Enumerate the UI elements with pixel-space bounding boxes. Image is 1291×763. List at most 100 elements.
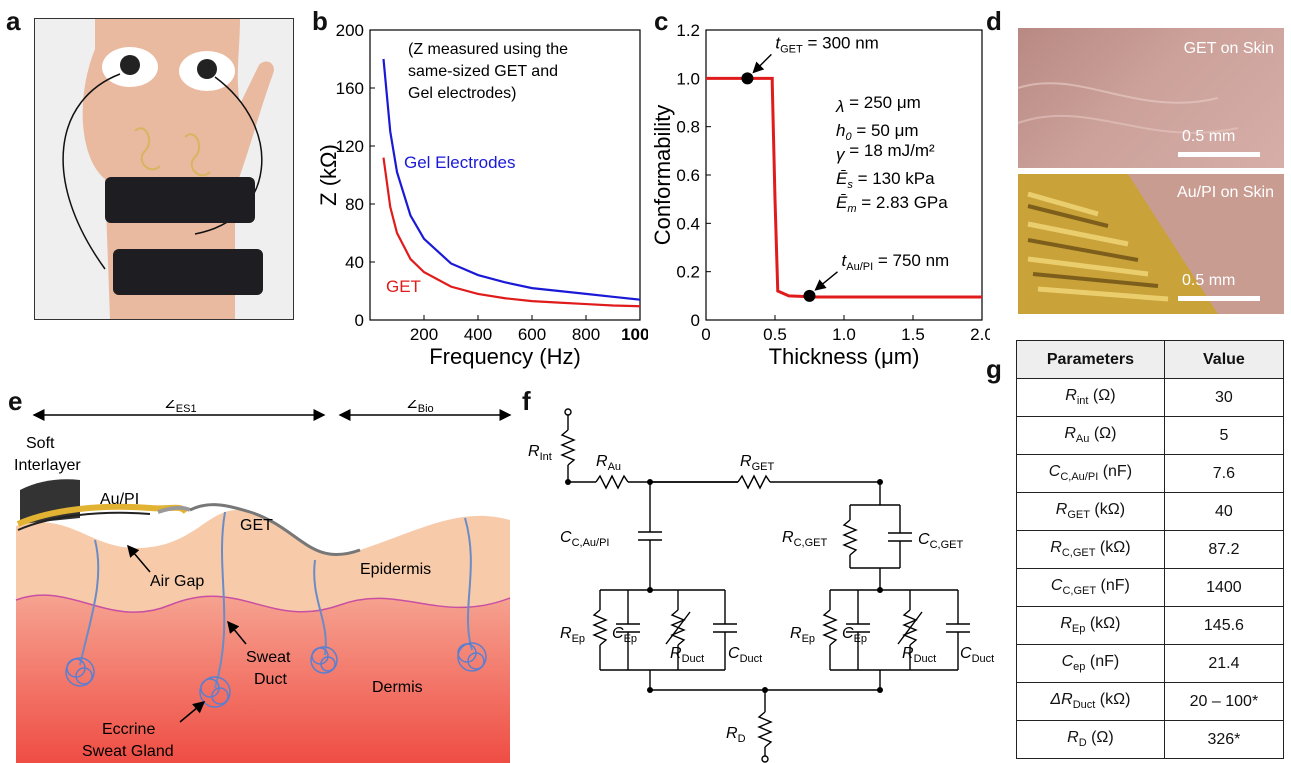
eccrine-label: Eccrine [102,721,155,738]
y-tick-label: 200 [336,21,364,40]
y-axis-label: Z (kΩ) [318,144,341,206]
y-tick-label: 0.4 [676,214,700,233]
c-ep-label-right: CEp [842,625,867,645]
value-cell: 20 – 100* [1163,682,1285,721]
parameter-cell: RGET (kΩ) [1016,492,1165,531]
soft-label: Soft [26,435,55,452]
y-tick-label: 0 [355,311,364,330]
x-tick-label: 400 [464,325,492,344]
conformability-line [706,76,982,299]
get-label: GET [240,517,273,534]
parameter-cell: Rint (Ω) [1016,378,1165,417]
parameter-cell: CC,Au/PI (nF) [1016,454,1165,493]
y-tick-label: 80 [345,195,364,214]
value-cell: 326* [1163,720,1285,759]
r-duct-label-left: RDuct [670,645,704,665]
value-cell: 7.6 [1163,454,1285,493]
model-parameter: λ = 250 μm [835,93,921,116]
y-tick-label: 40 [345,253,364,272]
panel-label-d: d [986,6,1002,36]
series-line [382,157,641,308]
x-tick-label: 600 [518,325,546,344]
panel-label-b: b [312,6,328,36]
table-row: RD (Ω) 326* [1016,720,1285,759]
table-row: RC,GET (kΩ) 87.2 [1016,530,1285,569]
model-parameter: h0 = 50 μm [836,121,919,143]
model-parameter: Ēs = 130 kPa [836,169,935,191]
parameter-cell: RC,GET (kΩ) [1016,530,1165,569]
r-get-label: RGET [740,453,774,473]
x-tick-label: 200 [410,325,438,344]
x-tick-label: 0 [701,325,710,344]
parameter-cell: REp (kΩ) [1016,606,1165,645]
x-tick-label: 1000 [621,325,648,344]
table-row: Cep (nF) 21.4 [1016,644,1285,683]
aupi-on-skin-photo: Au/PI on Skin 0.5 mm [1018,174,1284,314]
annotation-line: Gel electrodes) [408,85,517,102]
epidermis-label: Epidermis [360,561,431,578]
scale-bar-label-top: 0.5 mm [1182,128,1236,145]
sweat-label: Sweat [246,649,291,666]
z-bio-label: ZBio [407,400,434,415]
interlayer-label: Interlayer [14,457,81,474]
table-header-parameters: Parameters [1016,340,1165,379]
panel-label-c: c [654,6,669,36]
point-label: tGET = 300 nm [775,33,878,55]
z-es1-label: ZES1 [165,400,197,415]
table-row: ΔRDuct (kΩ) 20 – 100* [1016,682,1285,721]
y-tick-label: 160 [336,79,364,98]
table-row: CC,Au/PI (nF) 7.6 [1016,454,1285,493]
air-gap-label: Air Gap [150,573,204,590]
parameter-cell: CC,GET (nF) [1016,568,1165,607]
table-row: CC,GET (nF) 1400 [1016,568,1285,607]
x-axis-label: Frequency (Hz) [429,344,581,369]
aupi-on-skin-caption: Au/PI on Skin [1177,184,1274,201]
skin-cross-section: ZES1 ZBio Soft Interlayer Au/PI GET Air … [14,400,512,763]
r-int-label: RInt [528,443,552,463]
get-on-skin-photo: GET on Skin 0.5 mm [1018,28,1284,168]
x-tick-label: 2.0 [970,325,990,344]
table-row: Rint (Ω) 30 [1016,378,1285,417]
table-header-row: Parameters Value [1016,340,1285,379]
point-label: tAu/PI = 750 nm [842,251,950,273]
sweat-gland-label: Sweat Gland [82,743,174,760]
value-cell: 145.6 [1163,606,1285,645]
y-tick-label: 0.2 [676,263,700,282]
annotation-line: same-sized GET and [408,63,558,80]
c-duct-label-right: CDuct [960,645,994,665]
conformability-chart: 0 0.2 0.4 0.6 0.8 1.0 1.2 0 0.5 1.0 1.5 2.0 Thicknes… [650,21,990,369]
table-row: REp (kΩ) 145.6 [1016,606,1285,645]
value-cell: 87.2 [1163,530,1285,569]
equivalent-circuit: RInt RAu RGET CC,Au/PI RC,GET CC,GET REp… [528,408,994,763]
c-c-aupi-label: CC,Au/PI [560,529,609,549]
table-row: RAu (Ω) 5 [1016,416,1285,455]
c-ep-label-left: CEp [612,625,637,645]
point-arrow [752,53,772,74]
r-c-get-label: RC,GET [782,529,827,549]
impedance-chart: 0 40 80 120 160 200 200 400 600 800 1000 Frequency … [318,21,648,369]
parameter-cell: ΔRDuct (kΩ) [1016,682,1165,721]
model-parameter: Ēm = 2.83 GPa [836,193,948,215]
series-line [382,58,641,301]
series-label-get: GET [386,277,421,296]
plot-frame [369,29,641,321]
c-duct-label-left: CDuct [728,645,762,665]
aupi-label: Au/PI [100,491,139,508]
r-ep-label-left: REp [560,625,585,645]
duct-label: Duct [254,671,287,688]
get-on-skin-caption: GET on Skin [1183,40,1274,57]
panel-label-a: a [6,6,21,36]
parameter-cell: RD (Ω) [1016,720,1165,759]
series-label-gel: Gel Electrodes [404,153,516,172]
panel-label-g: g [986,354,1002,384]
panel-label-e: e [8,386,23,416]
value-cell: 40 [1163,492,1285,531]
model-parameter: γ = 18 mJ/m² [836,141,935,164]
y-tick-label: 0.6 [676,166,700,185]
y-axis-label: Conformability [650,105,675,246]
scale-bar-label-bottom: 0.5 mm [1182,272,1236,289]
r-ep-label-right: REp [790,625,815,645]
table-row: RGET (kΩ) 40 [1016,492,1285,531]
x-tick-label: 0.5 [763,325,787,344]
value-cell: 5 [1163,416,1285,455]
